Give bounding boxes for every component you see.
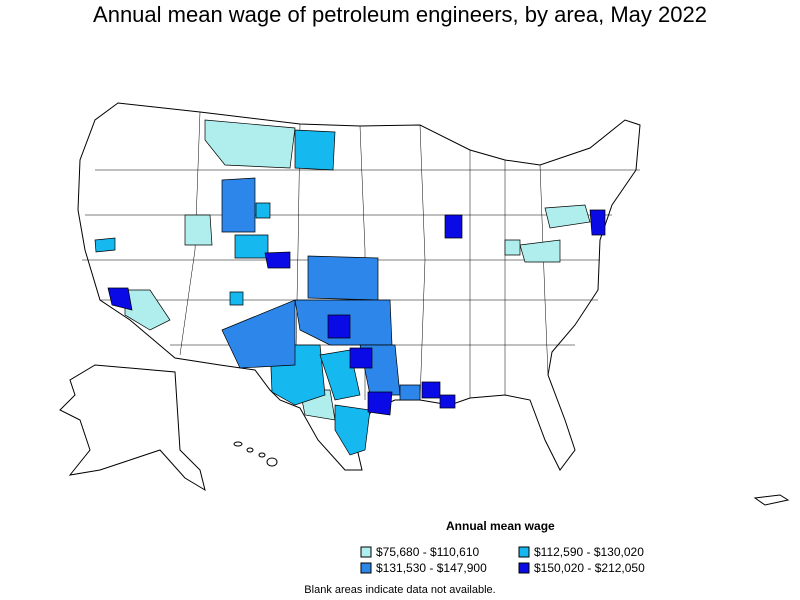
area-lafayette: [421, 381, 441, 399]
legend-item-2: $112,590 - $130,020: [534, 545, 644, 559]
legend-item-1: $75,680 - $110,610: [376, 545, 479, 559]
hawaii-outline: [233, 441, 278, 467]
area-california-sf: [94, 237, 116, 253]
area-dallas: [349, 347, 373, 369]
area-houston: [367, 391, 393, 416]
puerto-rico-outline: [753, 494, 790, 506]
legend-title: Annual mean wage: [446, 519, 555, 533]
area-new-orleans: [439, 394, 456, 409]
legend-label-1: $75,680 - $110,610: [376, 545, 480, 559]
area-wyoming: [221, 177, 256, 233]
alaska-outline: [59, 364, 206, 492]
legend-label-2: $112,590 - $130,020: [534, 545, 644, 559]
legend-item-3: $131,530 - $147,900: [376, 561, 487, 575]
area-arizona-ne: [229, 291, 244, 306]
legend-label-3: $131,530 - $147,900: [376, 561, 487, 575]
map-title: Annual mean wage of petroleum engineers,…: [93, 2, 707, 27]
area-kansas: [307, 255, 379, 301]
area-idaho-south: [184, 214, 213, 246]
area-pennsylvania: [544, 204, 591, 229]
area-colorado-north: [234, 234, 269, 259]
area-chicago: [444, 214, 463, 239]
legend-swatch-4: [518, 562, 530, 574]
legend-item-4: $150,020 - $212,050: [534, 561, 645, 575]
area-texas-south: [334, 404, 371, 456]
area-denver: [264, 251, 291, 269]
area-new-york: [589, 209, 606, 236]
area-new-mexico: [221, 299, 296, 369]
legend-label-4: $150,020 - $212,050: [534, 561, 645, 575]
area-north-dakota: [294, 129, 336, 171]
area-ohio: [504, 239, 521, 256]
area-california-south: [124, 289, 171, 331]
area-wyoming-sw: [255, 202, 271, 219]
legend-swatch-1: [360, 546, 372, 558]
area-oklahoma-city: [327, 314, 351, 339]
area-montana: [204, 119, 296, 169]
area-west-virginia: [519, 239, 561, 263]
area-bakersfield: [107, 287, 133, 311]
legend-swatch-2: [518, 546, 530, 558]
data-availability-note: Blank areas indicate data not available.: [304, 584, 496, 596]
legend-swatch-3: [360, 562, 372, 574]
wage-areas: [94, 119, 606, 456]
area-louisiana-west: [399, 384, 421, 401]
